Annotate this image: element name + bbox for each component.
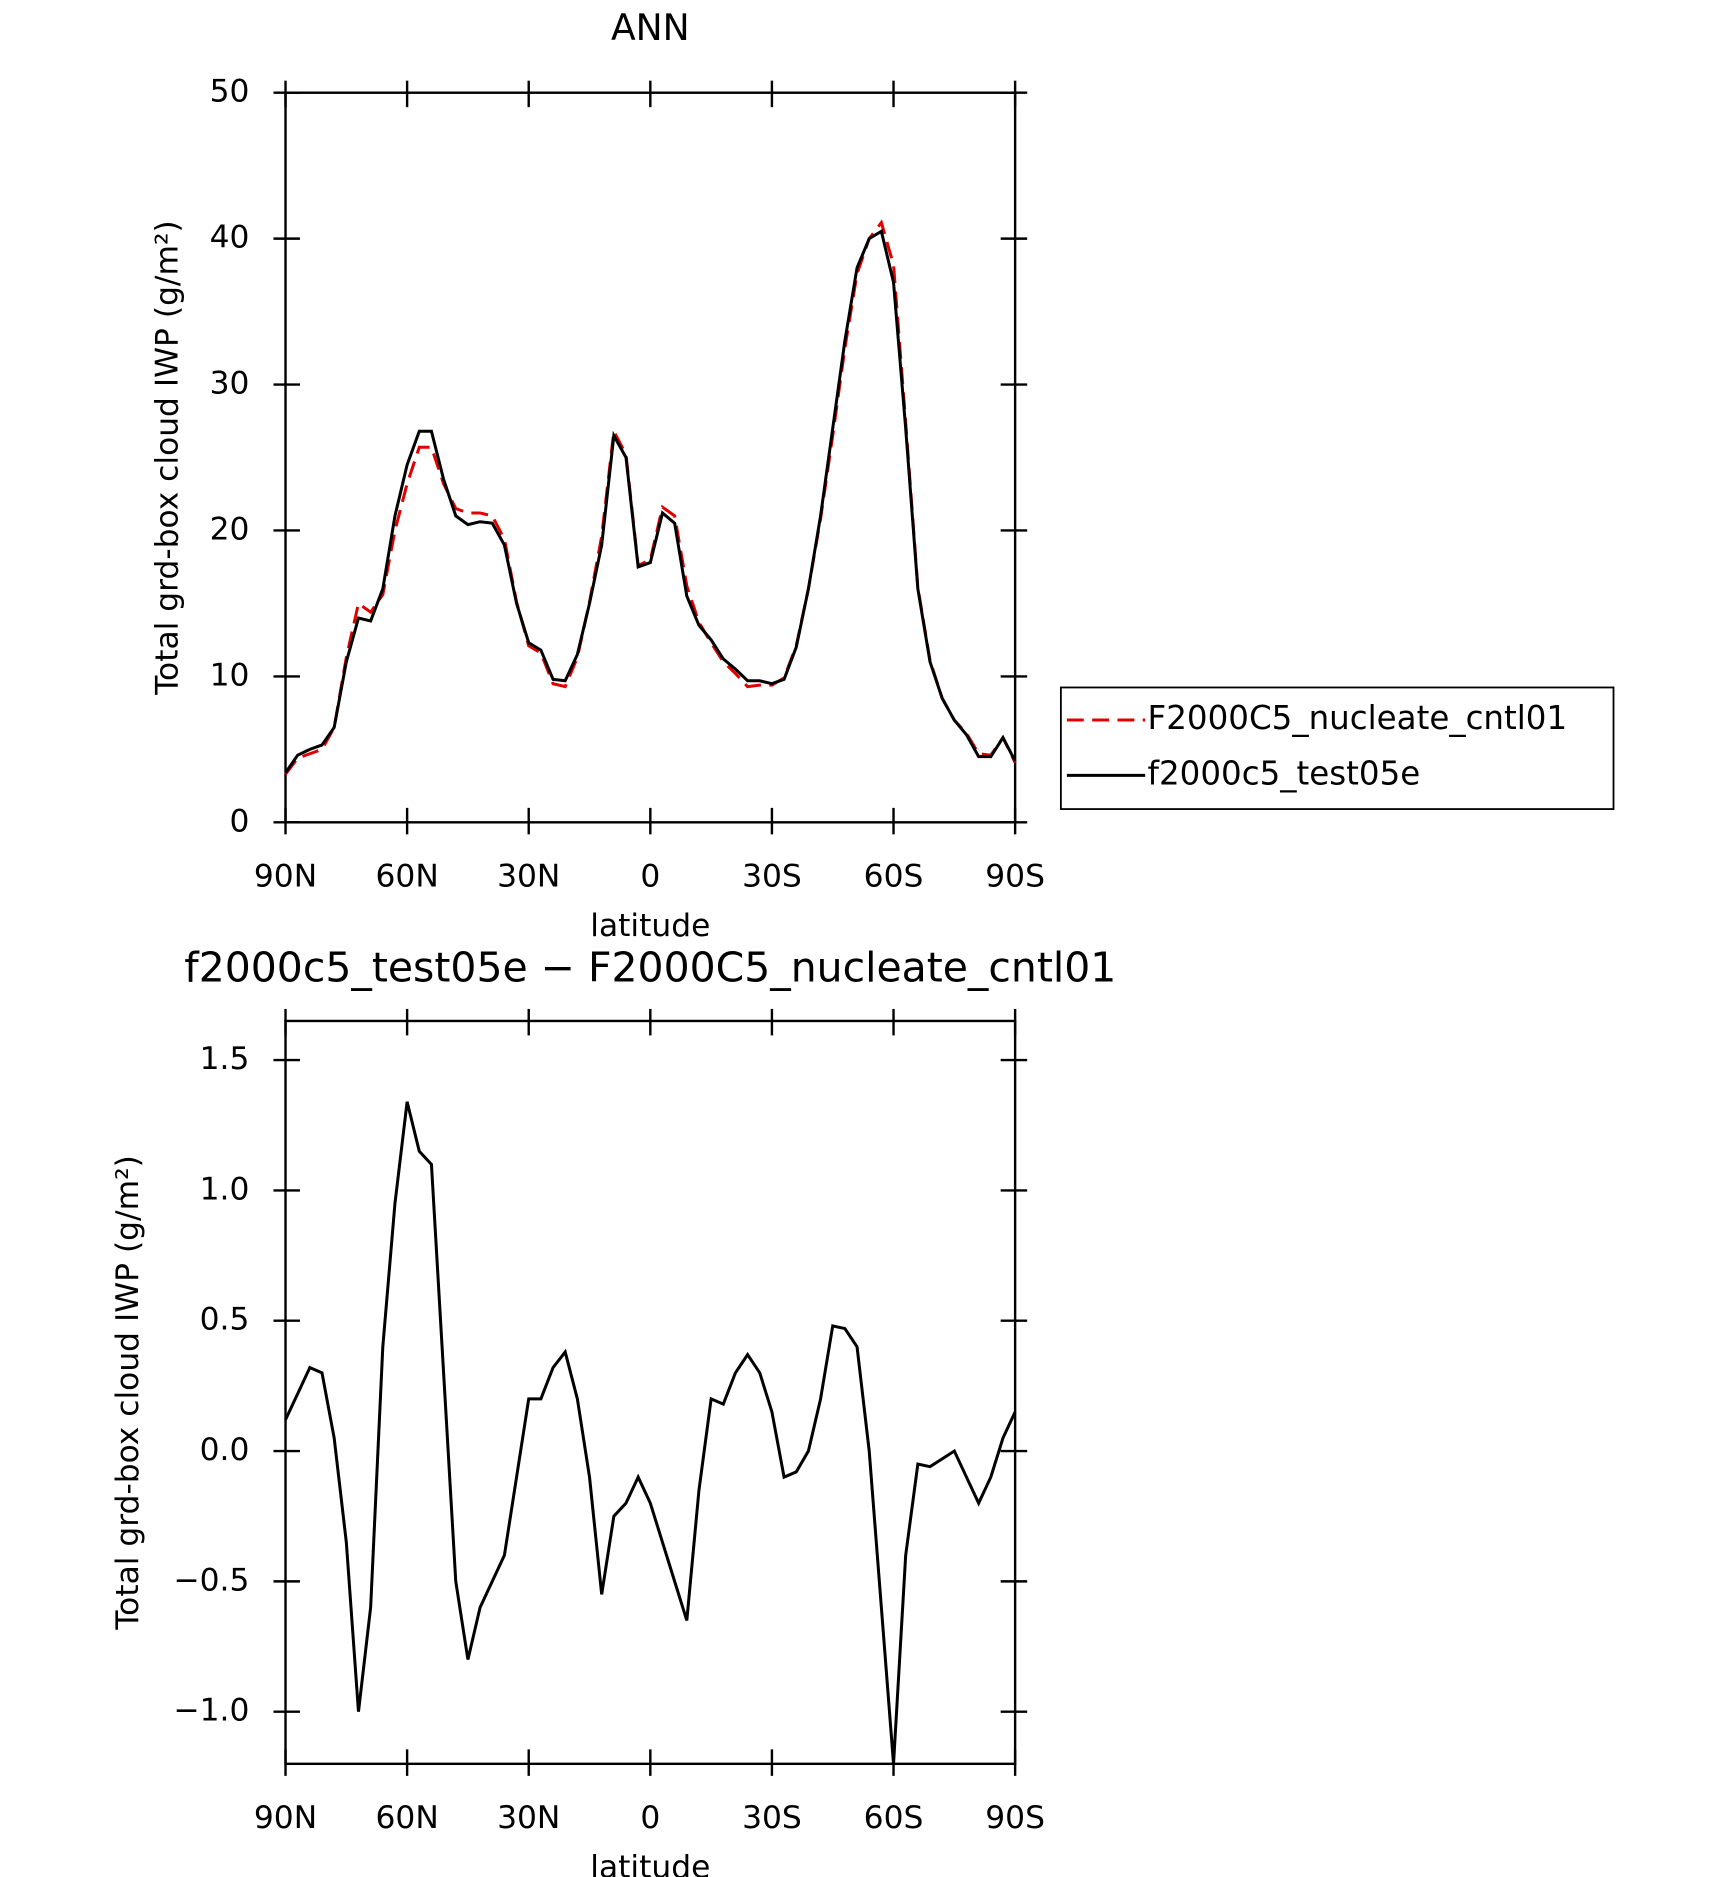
x-tick-label: 30N (497, 1800, 560, 1836)
y-tick-label: −1.0 (173, 1693, 249, 1729)
y-tick-label: 30 (210, 366, 250, 402)
x-tick-label: 0 (640, 1800, 660, 1836)
y-axis-label: Total grd-box cloud IWP (g/m²) (110, 1155, 146, 1630)
chart-title: ANN (611, 6, 690, 49)
legend-box (1059, 686, 1615, 810)
x-axis-label: latitude (590, 908, 710, 944)
x-axis-label: latitude (590, 1850, 710, 1877)
x-tick-label: 90S (985, 1800, 1045, 1836)
series-line (284, 1101, 1017, 1764)
x-tick-label: 90S (985, 859, 1045, 895)
y-tick-label: 10 (210, 657, 250, 693)
y-tick-label: 0 (229, 803, 249, 839)
x-tick-label: 0 (640, 859, 660, 895)
plot-frame (284, 91, 1017, 824)
x-tick-label: 60N (375, 859, 438, 895)
x-tick-label: 30S (742, 1800, 802, 1836)
y-tick-label: −0.5 (173, 1562, 249, 1598)
x-tick-label: 60N (375, 1800, 438, 1836)
x-tick-label: 90N (254, 1800, 317, 1836)
y-tick-label: 1.5 (200, 1041, 250, 1077)
y-tick-label: 50 (210, 74, 250, 110)
legend-label: f2000c5_test05e (1148, 754, 1421, 792)
plot-frame (284, 1019, 1017, 1766)
y-tick-label: 40 (210, 220, 250, 256)
x-tick-label: 30S (742, 859, 802, 895)
series-line (284, 228, 1017, 774)
x-tick-label: 60S (864, 859, 924, 895)
x-tick-label: 90N (254, 859, 317, 895)
y-axis-label: Total grd-box cloud IWP (g/m²) (150, 220, 186, 695)
y-tick-label: 0.5 (200, 1302, 250, 1338)
y-tick-label: 20 (210, 511, 250, 547)
y-tick-label: 1.0 (200, 1171, 250, 1207)
x-tick-label: 60S (864, 1800, 924, 1836)
y-tick-label: 0.0 (200, 1432, 250, 1468)
legend-label: F2000C5_nucleate_cntl01 (1148, 699, 1568, 737)
series-line (284, 219, 1017, 776)
chart-title: f2000c5_test05e − F2000C5_nucleate_cntl0… (184, 943, 1116, 991)
x-tick-label: 30N (497, 859, 560, 895)
